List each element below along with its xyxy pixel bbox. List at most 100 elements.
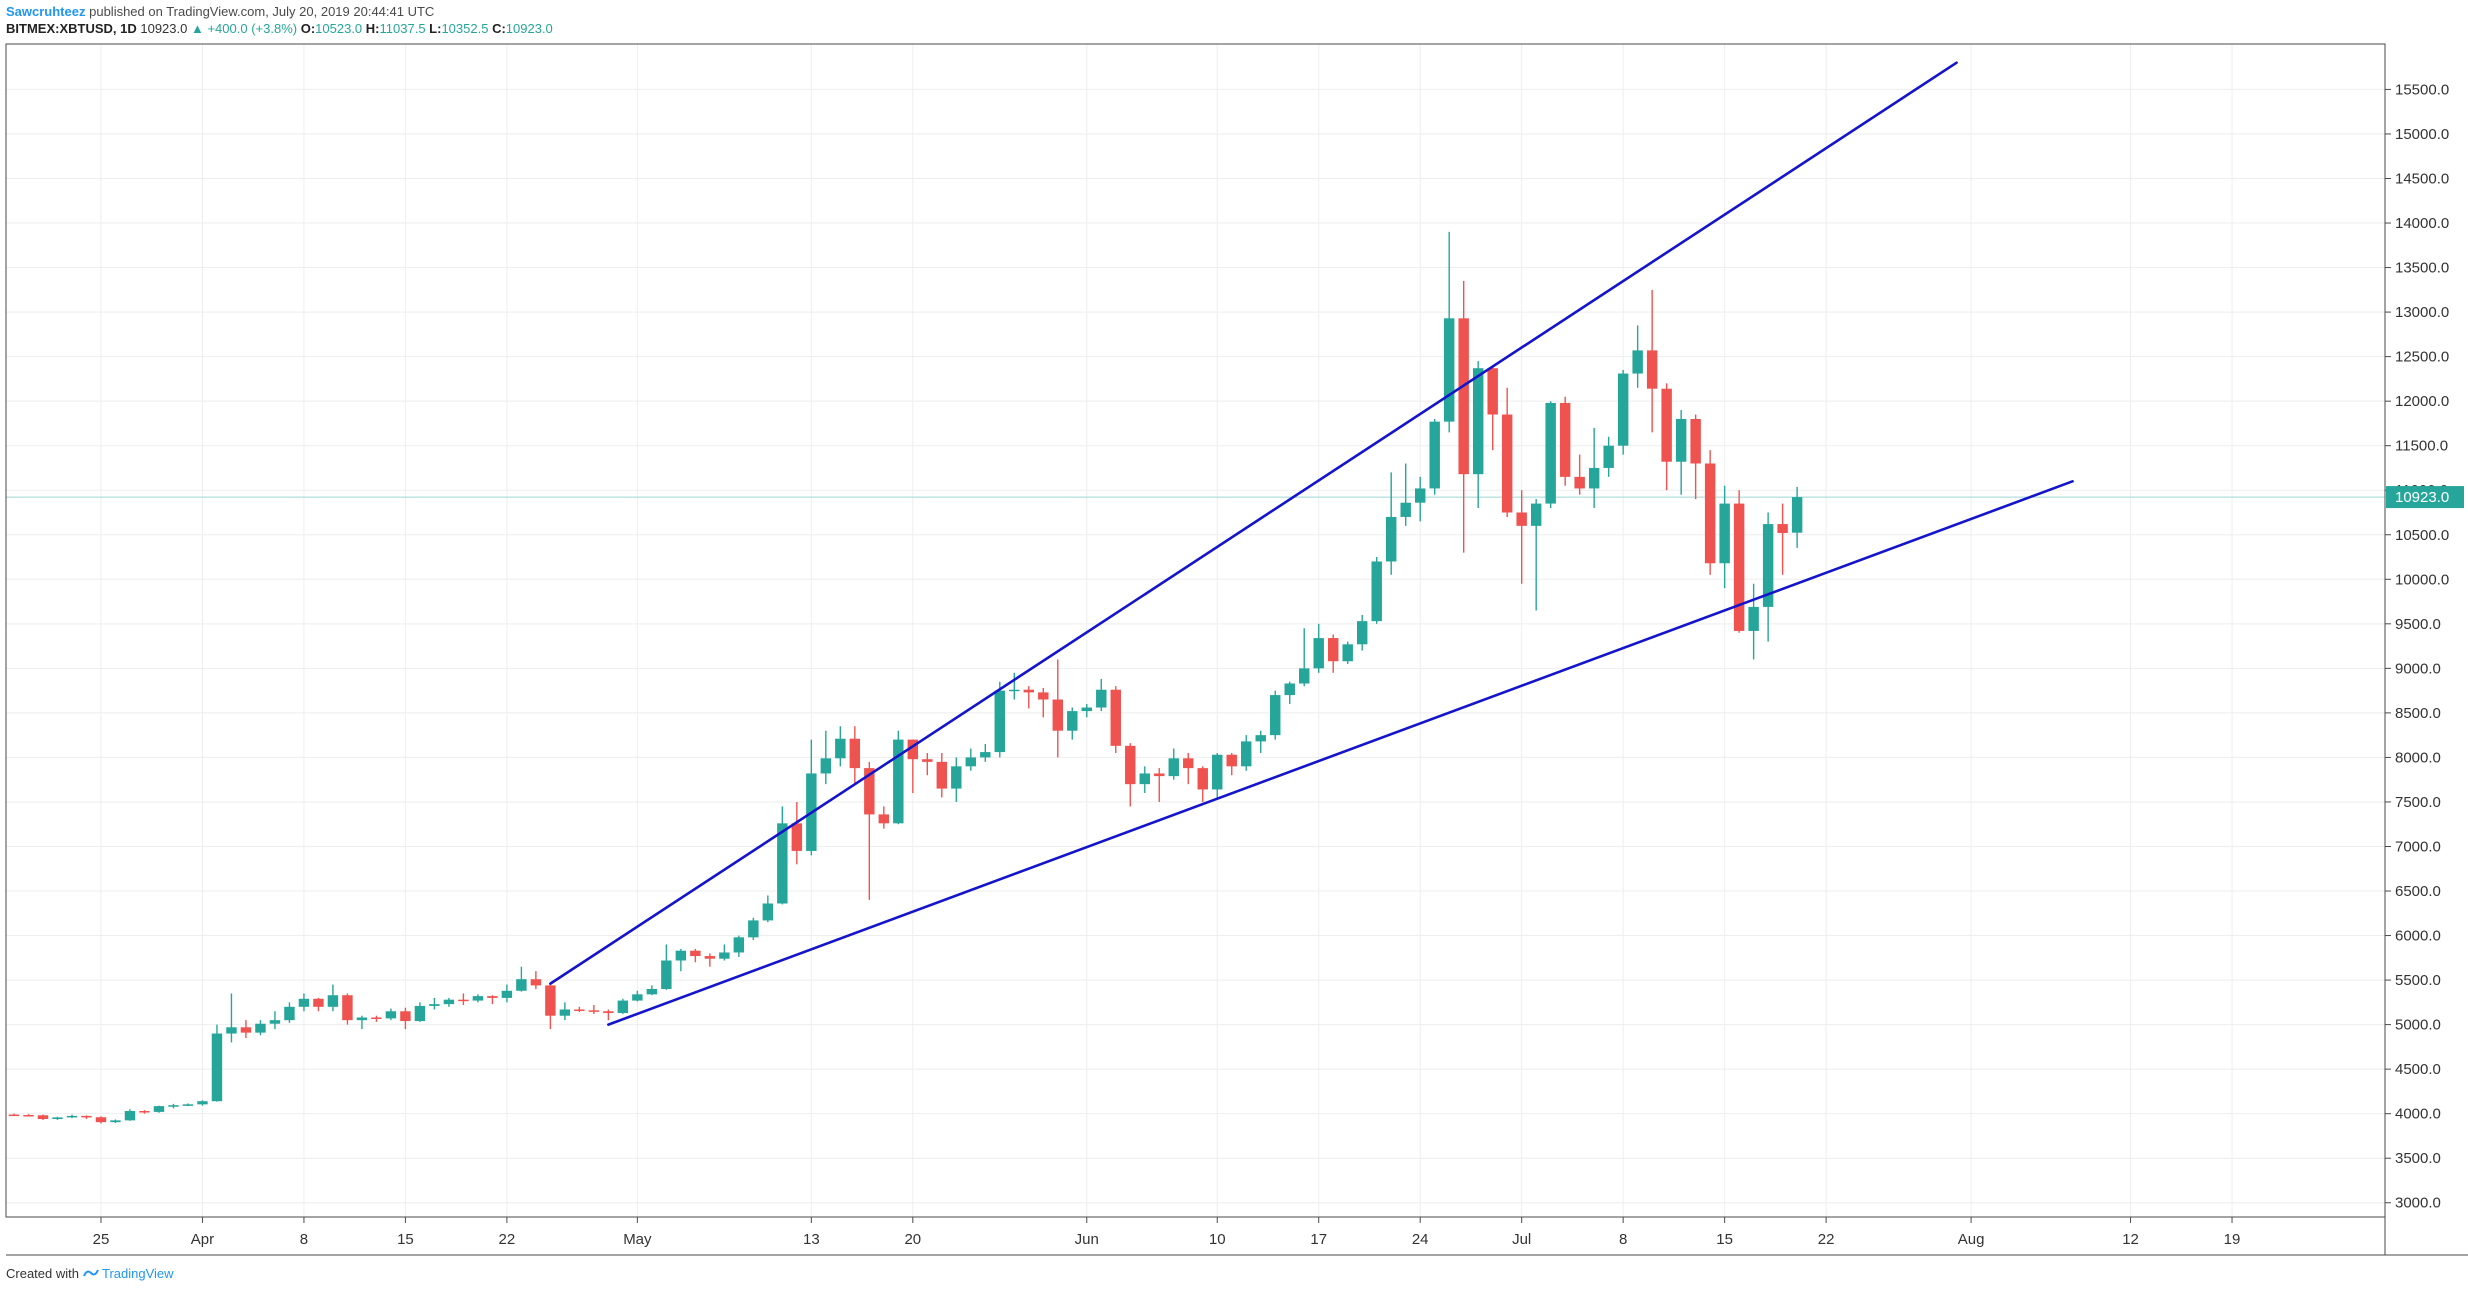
candle-body-down — [1574, 476, 1585, 489]
candle-body-down — [1646, 350, 1658, 389]
x-tick-label: Jul — [1512, 1231, 1531, 1248]
y-tick-label: 4000.0 — [2395, 1106, 2441, 1123]
candle-body-down — [400, 1011, 411, 1022]
candle-body-down — [690, 950, 701, 957]
low-value: 10352.5 — [441, 21, 489, 36]
x-tick-label: 19 — [2224, 1231, 2241, 1248]
candle-body-up — [762, 903, 774, 921]
candle-body-up — [1472, 368, 1484, 475]
x-tick-label: Apr — [191, 1231, 214, 1248]
y-tick-label: 7500.0 — [2395, 794, 2441, 811]
y-tick-label: 6000.0 — [2395, 928, 2441, 945]
candle-body-up — [835, 738, 846, 759]
candle-body-down — [37, 1115, 49, 1120]
candle-body-up — [951, 766, 962, 789]
last-price-tag: 10923.0 — [2386, 486, 2464, 509]
last-price-label: 10923.0 — [2395, 489, 2449, 506]
x-tick-label: Jun — [1075, 1231, 1099, 1248]
y-tick-label: 14500.0 — [2395, 170, 2449, 187]
candle-body-down — [588, 1010, 600, 1012]
candle-body-up — [559, 1009, 571, 1016]
candle-body-down — [1125, 745, 1136, 785]
y-tick-label: 10000.0 — [2395, 571, 2449, 588]
candle-body-up — [1313, 638, 1324, 669]
candle-body-up — [965, 757, 977, 767]
candle-body-down — [1777, 524, 1788, 533]
candle-body-up — [1385, 516, 1397, 562]
candle-body-up — [110, 1120, 121, 1123]
tradingview-brand-link[interactable]: TradingView — [102, 1266, 174, 1281]
candle-body-down — [458, 999, 469, 1002]
y-tick-label: 14000.0 — [2395, 215, 2449, 232]
candle-body-down — [1516, 512, 1527, 526]
trendline-lower[interactable] — [607, 480, 2074, 1026]
plot-frame — [5, 43, 2386, 1218]
x-tick-label: 8 — [1619, 1231, 1627, 1248]
x-tick-label: 25 — [93, 1231, 110, 1248]
candle-body-up — [284, 1006, 295, 1021]
candle-body-down — [1023, 689, 1035, 693]
footer: Created with TradingView — [6, 1266, 174, 1281]
candle-body-up — [1342, 644, 1353, 662]
author-link[interactable]: Sawcruhteez — [6, 4, 86, 19]
x-tick-label: May — [623, 1231, 652, 1248]
candle-body-up — [1096, 689, 1107, 708]
y-tick-label: 15000.0 — [2395, 126, 2449, 143]
candle-body-down — [342, 995, 353, 1021]
candle-body-down — [1458, 318, 1469, 475]
candle-body-up — [617, 1000, 629, 1014]
x-tick-label: 15 — [1716, 1231, 1733, 1248]
low-label: L: — [429, 21, 442, 36]
y-tick-label: 12500.0 — [2395, 349, 2449, 366]
candle-body-down — [1110, 689, 1121, 746]
candle-body-up — [1270, 695, 1281, 736]
candle-body-down — [530, 979, 542, 986]
x-tick-label: Aug — [1958, 1231, 1985, 1248]
candle-body-up — [197, 1101, 208, 1105]
candle-body-up — [661, 960, 672, 989]
x-tick-label: 12 — [2122, 1231, 2139, 1248]
candle-body-down — [878, 814, 890, 824]
candle-body-up — [1603, 445, 1614, 468]
candle-body-down — [95, 1117, 107, 1123]
publish-info: Sawcruhteez published on TradingView.com… — [6, 4, 434, 19]
candle-body-down — [849, 738, 861, 769]
price-axis[interactable]: 15500.0 15000.0 14500.0 14000.0 13500.0 13000… — [2384, 81, 2449, 1255]
candle-body-down — [487, 996, 498, 998]
candle-body-up — [1414, 488, 1426, 503]
candle-body-up — [472, 996, 484, 1001]
candle-body-up — [893, 739, 904, 824]
candle-body-down — [1501, 414, 1513, 513]
candle-body-up — [385, 1011, 397, 1019]
candle-body-down — [1038, 692, 1049, 700]
candle-body-down — [139, 1111, 150, 1113]
candle-body-up — [1617, 373, 1629, 446]
candle-body-up — [632, 994, 643, 1001]
candle-body-up — [124, 1111, 136, 1121]
candle-body-up — [1632, 350, 1643, 374]
candle-body-up — [255, 1023, 266, 1033]
candle-body-up — [646, 988, 658, 995]
y-tick-label: 4500.0 — [2395, 1061, 2441, 1078]
candle-body-up — [1443, 318, 1455, 422]
y-tick-label: 13000.0 — [2395, 304, 2449, 321]
candle-body-up — [1212, 754, 1223, 790]
candle-body-up — [1545, 402, 1556, 504]
y-tick-label: 9000.0 — [2395, 660, 2441, 677]
trendline-upper[interactable] — [549, 61, 1958, 985]
time-axis[interactable]: 25 Apr 8 15 22 May 13 20 Jun 10 17 24 Jul 8 15 22 Aug 12 1… — [93, 1217, 2241, 1248]
y-tick-label: 15500.0 — [2395, 81, 2449, 98]
candle-body-up — [1356, 621, 1368, 645]
candle-body-down — [1197, 768, 1208, 790]
last-price-tag-background — [2386, 486, 2464, 509]
candle-body-up — [1168, 758, 1179, 777]
x-tick-label: 10 — [1209, 1231, 1226, 1248]
y-tick-label: 3500.0 — [2395, 1150, 2441, 1167]
symbol-label[interactable]: BITMEX:XBTUSD, 1D — [6, 21, 137, 36]
y-tick-label: 3000.0 — [2395, 1195, 2441, 1212]
x-tick-label: 22 — [1818, 1231, 1835, 1248]
candle-body-up — [748, 920, 759, 938]
y-tick-label: 9500.0 — [2395, 616, 2441, 633]
candle-body-up — [443, 999, 455, 1005]
